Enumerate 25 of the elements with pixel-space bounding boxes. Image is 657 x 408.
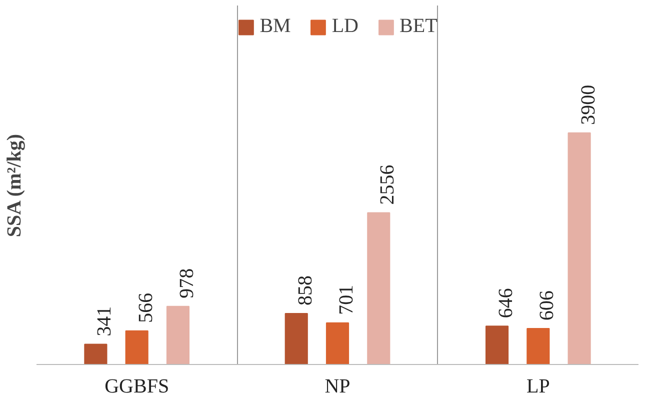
bar [526,328,550,364]
data-label: 858 [294,276,316,306]
legend-label: BET [400,15,438,38]
legend-label: LD [332,15,359,38]
data-label: 978 [176,268,198,298]
bar [326,322,350,364]
data-label: 646 [495,288,518,318]
legend-label: BM [260,15,291,38]
data-label: 2556 [376,164,399,205]
bar [568,132,591,364]
bar [84,344,108,364]
bar [284,313,308,364]
data-label: 566 [134,292,157,323]
bar [367,212,390,364]
y-axis-title: SSA (m²/kg) [4,134,26,238]
data-label: 341 [94,306,116,336]
x-tick-label: LP [526,376,550,398]
data-label: 701 [336,284,358,315]
bar [166,306,190,364]
data-label: 3900 [577,84,600,125]
x-tick-label: GGBFS [104,376,170,398]
x-tick-label: NP [324,376,350,398]
bar [485,326,509,364]
data-label: 606 [536,290,558,321]
bar [125,330,148,364]
